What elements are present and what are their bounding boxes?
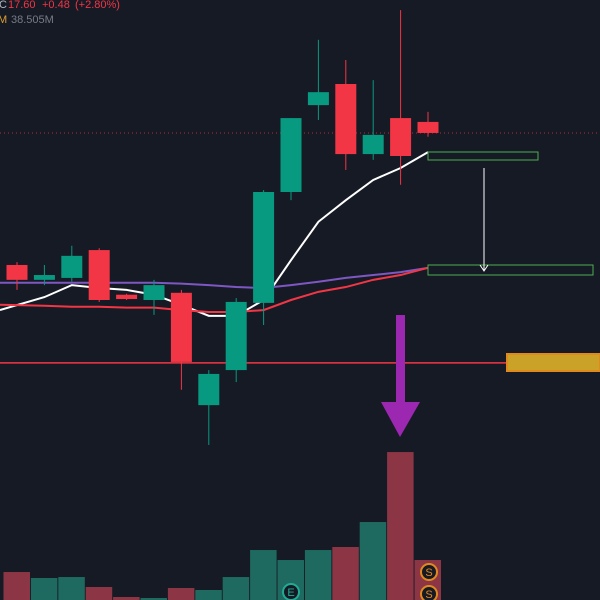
moving-average xyxy=(0,266,429,290)
candle-body xyxy=(6,264,28,280)
candle-body xyxy=(307,92,329,106)
volume-bar xyxy=(30,578,58,600)
candle-body xyxy=(253,192,275,303)
candle-body xyxy=(33,275,55,280)
event-label: E xyxy=(287,587,294,599)
volume-bar xyxy=(222,577,250,600)
volume-bar xyxy=(85,587,113,600)
volume-bar xyxy=(250,550,277,600)
candle-body xyxy=(390,118,412,156)
event-label: S xyxy=(425,567,432,579)
volume-bar xyxy=(140,597,167,600)
drawn-box xyxy=(427,151,539,161)
ohlc-prefix: C xyxy=(0,0,7,11)
volume-bar xyxy=(332,547,359,600)
volume-bar xyxy=(195,590,222,600)
price-pane xyxy=(0,10,600,445)
change-label: +0.48 xyxy=(42,0,70,11)
candle-body xyxy=(417,121,439,133)
candle-body xyxy=(335,84,357,155)
volume-bar xyxy=(3,572,30,600)
volume-bar xyxy=(167,588,195,600)
volume-bar xyxy=(359,522,387,600)
moving-average xyxy=(0,266,429,313)
purple-arrow-head xyxy=(381,402,420,437)
purple-arrow-shaft xyxy=(396,315,405,403)
change-pct-label: (+2.80%) xyxy=(75,0,120,11)
volume-bar xyxy=(304,550,332,600)
volume-pane xyxy=(3,452,441,600)
volume-prefix: M xyxy=(0,14,7,26)
event-icon[interactable]: S xyxy=(420,563,438,581)
moving-average xyxy=(0,151,429,317)
event-circle xyxy=(420,563,438,581)
volume-label: 38.505M xyxy=(11,14,54,26)
candle-body xyxy=(280,118,302,192)
event-label: S xyxy=(425,589,432,600)
volume-bar xyxy=(387,452,414,600)
event-circle xyxy=(282,583,300,600)
volume-bar xyxy=(58,577,85,600)
candle-body xyxy=(143,285,165,300)
event-icon[interactable]: S xyxy=(420,585,438,600)
candle-body xyxy=(170,292,192,362)
candle-body xyxy=(225,301,247,371)
close-label: 17.60 xyxy=(8,0,36,11)
candle-body xyxy=(88,250,110,300)
candle-body xyxy=(198,373,220,406)
candle-body xyxy=(362,134,384,155)
volume-bar xyxy=(113,596,140,600)
event-icon[interactable]: E xyxy=(282,583,300,600)
event-circle xyxy=(420,585,438,600)
drawn-box xyxy=(427,264,594,276)
zone xyxy=(506,353,600,372)
candle-body xyxy=(116,294,138,300)
arrow-head xyxy=(479,264,489,272)
candle-body xyxy=(61,255,83,278)
